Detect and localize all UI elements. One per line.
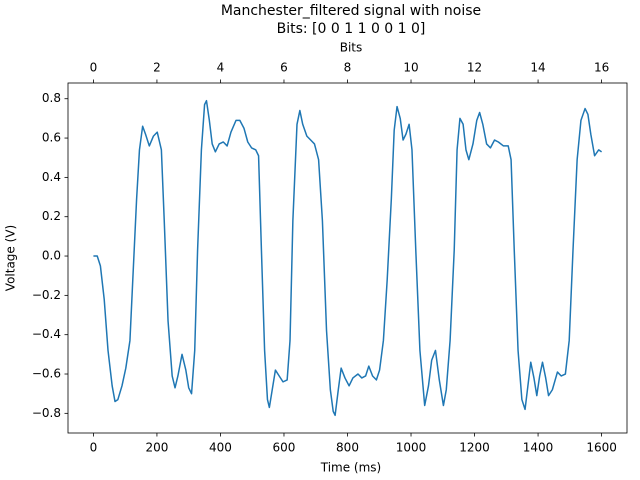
- chart-title: Manchester_filtered signal with noise: [221, 3, 481, 19]
- x2-tick-label: 16: [594, 61, 609, 75]
- x-tick-label: 0: [90, 441, 98, 455]
- y-tick-label: 0.6: [42, 131, 61, 145]
- data-line: [93, 99, 603, 417]
- x-axis-label: Time (ms): [320, 461, 382, 475]
- x-tick-label: 1400: [523, 441, 554, 455]
- x2-tick-label: 2: [153, 61, 161, 75]
- x-tick-label: 600: [273, 441, 296, 455]
- plot-frame: [67, 82, 628, 434]
- x-tick-label: 800: [336, 441, 359, 455]
- y-tick-label: 0.4: [42, 170, 61, 184]
- x-tick-label: 1200: [459, 441, 490, 455]
- y-tick-label: −0.6: [32, 367, 61, 381]
- chart-subtitle: Bits: [0 0 1 1 0 0 1 0]: [277, 21, 426, 37]
- y-tick-label: −0.4: [32, 327, 61, 341]
- x2-tick-label: 8: [344, 61, 352, 75]
- y-tick-label: 0.0: [42, 249, 61, 263]
- x-tick-label: 1000: [396, 441, 427, 455]
- x2-axis-label: Bits: [340, 41, 363, 55]
- x2-tick-label: 14: [530, 61, 545, 75]
- x-tick-label: 400: [209, 441, 232, 455]
- y-tick-label: 0.2: [42, 209, 61, 223]
- x2-tick-label: 10: [403, 61, 418, 75]
- y-tick-label: −0.8: [32, 406, 61, 420]
- x2-tick-label: 12: [467, 61, 482, 75]
- y-axis-label: Voltage (V): [4, 225, 18, 291]
- x-tick-label: 1600: [586, 441, 617, 455]
- y-tick-label: −0.2: [32, 288, 61, 302]
- x-tick-label: 200: [145, 441, 168, 455]
- x2-tick-label: 4: [217, 61, 225, 75]
- x2-tick-label: 6: [280, 61, 288, 75]
- x2-tick-label: 0: [90, 61, 98, 75]
- y-tick-label: 0.8: [42, 91, 61, 105]
